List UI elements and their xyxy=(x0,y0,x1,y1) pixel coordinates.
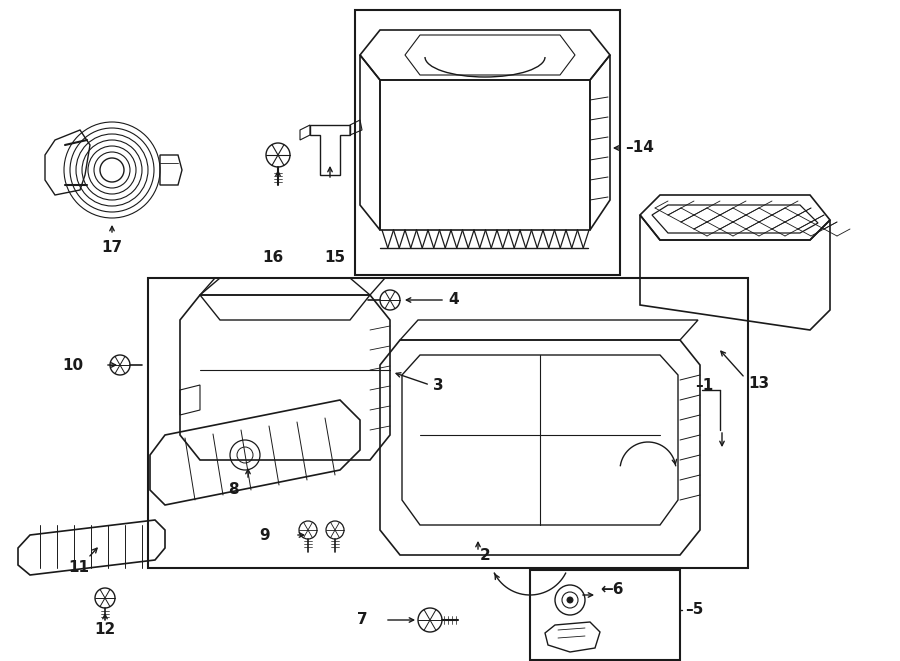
Text: 11: 11 xyxy=(68,561,89,576)
Circle shape xyxy=(567,597,573,603)
Text: –5: –5 xyxy=(685,602,704,617)
Text: –1: –1 xyxy=(695,377,713,393)
Text: –14: –14 xyxy=(625,141,654,155)
Text: 2: 2 xyxy=(480,547,491,563)
Text: 7: 7 xyxy=(357,613,368,627)
Text: 10: 10 xyxy=(62,358,83,373)
Text: 13: 13 xyxy=(748,375,770,391)
Text: 17: 17 xyxy=(102,241,122,256)
Text: 8: 8 xyxy=(228,483,238,498)
Text: 3: 3 xyxy=(433,377,444,393)
Text: 9: 9 xyxy=(259,527,270,543)
Text: ←6: ←6 xyxy=(600,582,624,598)
Text: 15: 15 xyxy=(324,251,346,266)
Text: 4: 4 xyxy=(448,293,459,307)
Text: 16: 16 xyxy=(263,251,284,266)
Text: 12: 12 xyxy=(94,623,115,637)
